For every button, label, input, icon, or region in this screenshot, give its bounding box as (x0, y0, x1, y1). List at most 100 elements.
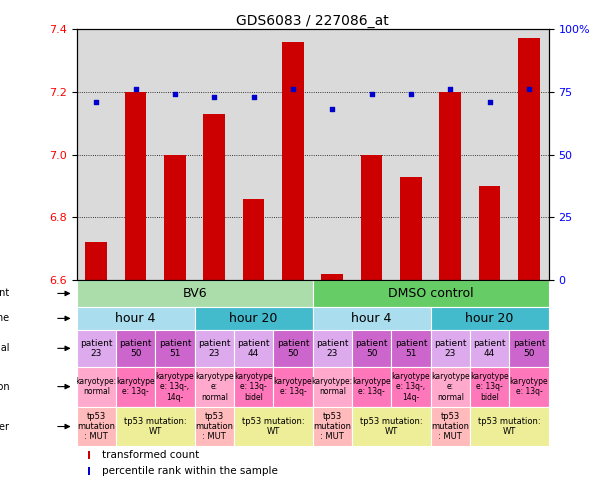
Bar (155, 367, 195, 407)
Text: karyotype:
normal: karyotype: normal (312, 377, 353, 396)
Bar (352, 407, 430, 446)
Bar (391, 330, 430, 367)
Bar (116, 29, 155, 280)
Bar (155, 330, 195, 367)
Bar (313, 367, 352, 407)
Bar (313, 407, 352, 446)
Bar (430, 367, 470, 407)
Bar (85, 242, 107, 280)
Text: patient
23: patient 23 (198, 339, 230, 358)
Text: tp53 mutation:
WT: tp53 mutation: WT (124, 417, 186, 436)
Bar (195, 330, 234, 367)
Bar (234, 367, 273, 407)
Bar (88, 467, 89, 475)
Bar (88, 452, 89, 459)
Text: tp53 mutation:
WT: tp53 mutation: WT (242, 417, 305, 436)
Bar (234, 29, 273, 280)
Bar (77, 367, 116, 407)
Bar (479, 186, 500, 280)
Bar (430, 29, 470, 280)
Point (524, 85, 534, 93)
Bar (194, 29, 234, 280)
Text: patient
50: patient 50 (120, 339, 152, 358)
Text: DMSO control: DMSO control (388, 287, 473, 300)
Text: other: other (0, 422, 10, 431)
Bar (234, 29, 273, 280)
Bar (273, 330, 313, 367)
Point (91, 98, 101, 106)
Text: karyotype
e: 13q-: karyotype e: 13q- (509, 377, 548, 396)
Bar (204, 114, 225, 280)
Text: patient
50: patient 50 (356, 339, 388, 358)
Bar (77, 29, 116, 280)
Bar (164, 155, 186, 280)
Text: BV6: BV6 (182, 287, 207, 300)
Bar (155, 29, 195, 280)
Point (406, 90, 416, 98)
Point (210, 93, 219, 100)
Point (131, 85, 140, 93)
Bar (313, 29, 352, 280)
Bar (77, 280, 313, 307)
Bar (77, 29, 116, 280)
Text: karyotype
e: 13q-: karyotype e: 13q- (352, 377, 391, 396)
Point (249, 93, 259, 100)
Bar (430, 330, 470, 367)
Bar (518, 39, 540, 280)
Bar (195, 307, 313, 330)
Point (170, 90, 180, 98)
Point (288, 85, 298, 93)
Bar (273, 29, 313, 280)
Text: patient
50: patient 50 (512, 339, 545, 358)
Bar (313, 307, 430, 330)
Bar (116, 407, 195, 446)
Text: hour 20: hour 20 (229, 312, 278, 325)
Text: individual: individual (0, 343, 10, 354)
Bar (352, 29, 391, 280)
Bar (509, 330, 549, 367)
Text: tp53
mutation
: MUT: tp53 mutation : MUT (313, 412, 351, 441)
Bar (430, 407, 470, 446)
Bar (234, 330, 273, 367)
Bar (321, 274, 343, 280)
Bar (273, 29, 313, 280)
Text: tp53
mutation
: MUT: tp53 mutation : MUT (77, 412, 115, 441)
Text: time: time (0, 313, 10, 324)
Bar (470, 29, 509, 280)
Bar (116, 367, 155, 407)
Text: genotype/variation: genotype/variation (0, 382, 10, 392)
Text: tp53 mutation:
WT: tp53 mutation: WT (478, 417, 541, 436)
Bar (391, 29, 430, 280)
Text: percentile rank within the sample: percentile rank within the sample (102, 466, 278, 476)
Text: tp53
mutation
: MUT: tp53 mutation : MUT (196, 412, 234, 441)
Bar (195, 367, 234, 407)
Bar (352, 330, 391, 367)
Text: hour 4: hour 4 (351, 312, 392, 325)
Text: patient
51: patient 51 (159, 339, 191, 358)
Text: hour 4: hour 4 (115, 312, 156, 325)
Bar (313, 280, 549, 307)
Bar (273, 367, 313, 407)
Text: karyotype
e: 13q-: karyotype e: 13q- (116, 377, 155, 396)
Bar (391, 367, 430, 407)
Bar (77, 407, 116, 446)
Text: hour 20: hour 20 (465, 312, 514, 325)
Text: agent: agent (0, 288, 10, 298)
Bar (391, 29, 430, 280)
Text: patient
23: patient 23 (316, 339, 349, 358)
Bar (470, 330, 509, 367)
Bar (352, 29, 391, 280)
Bar (509, 29, 549, 280)
Bar (282, 42, 304, 280)
Bar (430, 29, 470, 280)
Text: patient
23: patient 23 (434, 339, 466, 358)
Text: karyotype
e: 13q-,
14q-: karyotype e: 13q-, 14q- (156, 372, 194, 401)
Bar (194, 29, 234, 280)
Point (367, 90, 376, 98)
Text: tp53
mutation
: MUT: tp53 mutation : MUT (432, 412, 470, 441)
Text: karyotype
e:
normal: karyotype e: normal (195, 372, 234, 401)
Bar (400, 177, 422, 280)
Bar (470, 29, 509, 280)
Bar (361, 155, 383, 280)
Text: patient
23: patient 23 (80, 339, 113, 358)
